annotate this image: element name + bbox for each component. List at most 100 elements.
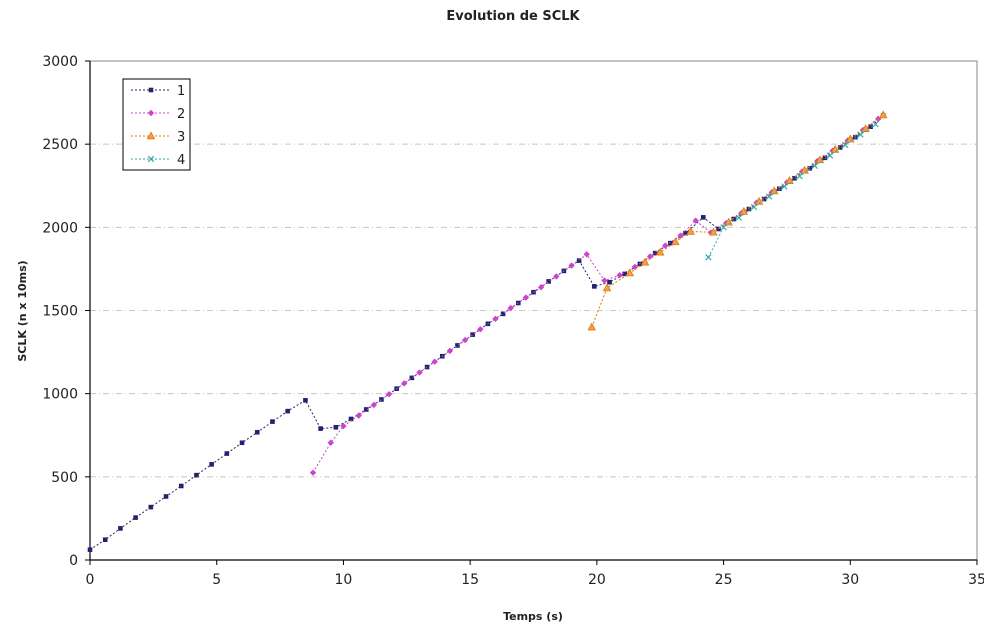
data-point <box>424 364 430 370</box>
legend-marker <box>147 109 155 117</box>
data-point <box>631 263 639 271</box>
data-point <box>461 336 469 344</box>
data-point <box>781 183 788 190</box>
data-point <box>861 124 870 133</box>
data-point <box>607 279 612 285</box>
data-point <box>224 451 230 456</box>
data-point <box>826 152 834 159</box>
legend-marker <box>148 87 154 93</box>
data-point <box>568 262 575 269</box>
data-point <box>118 526 123 531</box>
data-point <box>671 237 680 246</box>
data-point <box>254 429 260 435</box>
x-tick-label: 20 <box>588 572 606 588</box>
x-tick-label: 10 <box>335 572 353 588</box>
data-point <box>239 440 245 446</box>
data-point <box>492 315 499 323</box>
data-point <box>640 257 650 266</box>
data-point <box>683 230 688 236</box>
grid <box>90 143 977 478</box>
data-point <box>853 134 858 140</box>
data-point <box>385 390 393 398</box>
x-tick-label: 30 <box>841 572 859 588</box>
x-tick-label: 0 <box>86 572 95 588</box>
series-line <box>591 114 884 328</box>
data-point <box>379 397 384 402</box>
y-tick-label: 3000 <box>42 54 78 70</box>
data-point <box>416 369 423 376</box>
data-point <box>446 347 454 355</box>
data-point <box>333 424 339 430</box>
data-point <box>355 412 362 419</box>
data-point <box>765 193 773 200</box>
data-point <box>720 224 727 231</box>
data-point <box>625 268 635 277</box>
data-point <box>309 469 317 476</box>
data-point <box>370 401 378 409</box>
series-1 <box>87 113 886 552</box>
data-point <box>622 271 628 277</box>
series-2 <box>309 115 882 476</box>
data-point <box>662 242 669 249</box>
data-point <box>841 141 849 149</box>
y-tick-label: 2000 <box>42 220 78 236</box>
data-point <box>363 407 369 412</box>
data-point <box>587 322 597 331</box>
data-point <box>576 258 582 263</box>
data-point <box>796 172 803 180</box>
x-tick-label: 15 <box>461 572 479 588</box>
data-point <box>537 284 545 291</box>
data-point <box>270 419 275 424</box>
data-point <box>601 277 608 284</box>
legend-label: 4 <box>177 153 185 168</box>
data-point <box>318 426 323 431</box>
data-point <box>133 515 138 520</box>
data-point <box>705 254 712 261</box>
data-point <box>209 462 214 467</box>
data-point <box>583 251 590 258</box>
legend-label: 3 <box>177 130 185 145</box>
data-point <box>668 240 673 246</box>
data-point <box>340 422 347 430</box>
data-point <box>761 196 767 202</box>
data-point <box>716 226 721 232</box>
data-point <box>592 284 597 289</box>
data-point <box>178 483 184 489</box>
data-point <box>602 283 612 292</box>
data-point <box>872 120 879 128</box>
data-point <box>837 145 843 150</box>
x-axis-label: Temps (s) <box>503 610 563 623</box>
ticks: 0 500 1000 1500 2000 2500 3000 0 5 10 15 20 25 30 35 <box>42 54 984 588</box>
y-tick-label: 0 <box>69 553 78 569</box>
data-point <box>692 217 699 224</box>
data-point <box>754 196 764 205</box>
legend-marker <box>146 131 156 140</box>
data-point <box>477 326 484 333</box>
data-point <box>857 131 864 138</box>
x-tick-label: 5 <box>212 572 221 588</box>
data-point <box>500 311 506 317</box>
data-point <box>686 226 695 235</box>
data-point <box>507 304 514 312</box>
data-point <box>677 232 684 239</box>
data-point <box>868 124 873 130</box>
data-point <box>327 439 334 446</box>
data-point <box>746 206 752 212</box>
data-point <box>546 279 552 284</box>
data-point <box>822 155 828 161</box>
data-point <box>163 494 169 499</box>
data-point <box>303 398 308 403</box>
data-point <box>409 375 415 381</box>
data-point <box>616 272 623 279</box>
data-point <box>792 175 797 181</box>
data-point <box>455 343 460 348</box>
data-point <box>655 247 665 256</box>
data-point <box>148 504 154 510</box>
x-tick-label: 35 <box>968 572 984 588</box>
data-point <box>652 250 658 256</box>
data-point <box>431 358 438 365</box>
data-point <box>777 186 782 192</box>
series <box>87 110 888 552</box>
data-point <box>194 472 199 478</box>
